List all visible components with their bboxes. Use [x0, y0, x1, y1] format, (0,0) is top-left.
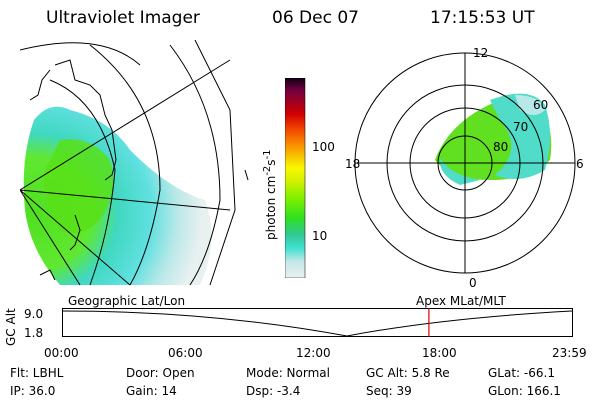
- polar-plot: [354, 52, 576, 274]
- apex-label: Apex MLat/MLT: [416, 294, 506, 308]
- polar-label-6: 6: [576, 157, 584, 171]
- polar-label-12: 12: [473, 46, 489, 60]
- info-glon: GLon: 166.1: [488, 384, 561, 398]
- info-seq: Seq: 39: [366, 384, 412, 398]
- altitude-ylabel: GC Alt: [4, 308, 18, 346]
- geographic-label: Geographic Lat/Lon: [68, 294, 186, 308]
- xtick-2359: 23:59: [552, 346, 587, 360]
- ring-label-60: 60: [533, 98, 549, 112]
- date-label: 06 Dec 07: [272, 8, 359, 28]
- altitude-ytick-low: 1.8: [24, 326, 44, 340]
- altitude-ytick-high: 9.0: [24, 307, 44, 321]
- polar-label-18: 18: [345, 157, 361, 171]
- colorbar-tick-100: 100: [312, 140, 335, 154]
- info-gc-alt: GC Alt: 5.8 Re: [366, 366, 450, 380]
- page-title: Ultraviolet Imager: [46, 8, 200, 28]
- info-mode: Mode: Normal: [246, 366, 330, 380]
- info-gain: Gain: 14: [126, 384, 177, 398]
- altitude-plot: [62, 308, 573, 337]
- colorbar-tick-10: 10: [312, 229, 328, 243]
- info-door: Door: Open: [126, 366, 195, 380]
- polar-label-0: 0: [469, 276, 477, 290]
- info-ip: IP: 36.0: [10, 384, 56, 398]
- info-glat: GLat: -66.1: [488, 366, 555, 380]
- xtick-00: 00:00: [44, 346, 79, 360]
- time-label: 17:15:53 UT: [430, 8, 535, 28]
- ring-label-80: 80: [493, 140, 509, 154]
- altitude-curve: [62, 310, 573, 337]
- colorbar-label: photon cm-2s-1: [262, 149, 278, 240]
- xtick-12: 12:00: [296, 346, 331, 360]
- colorbar: [285, 78, 306, 278]
- geographic-map: [20, 40, 249, 286]
- info-filter: Flt: LBHL: [10, 366, 64, 380]
- ring-label-70: 70: [513, 120, 529, 134]
- xtick-06: 06:00: [168, 346, 203, 360]
- xtick-18: 18:00: [422, 346, 457, 360]
- info-dsp: Dsp: -3.4: [246, 384, 301, 398]
